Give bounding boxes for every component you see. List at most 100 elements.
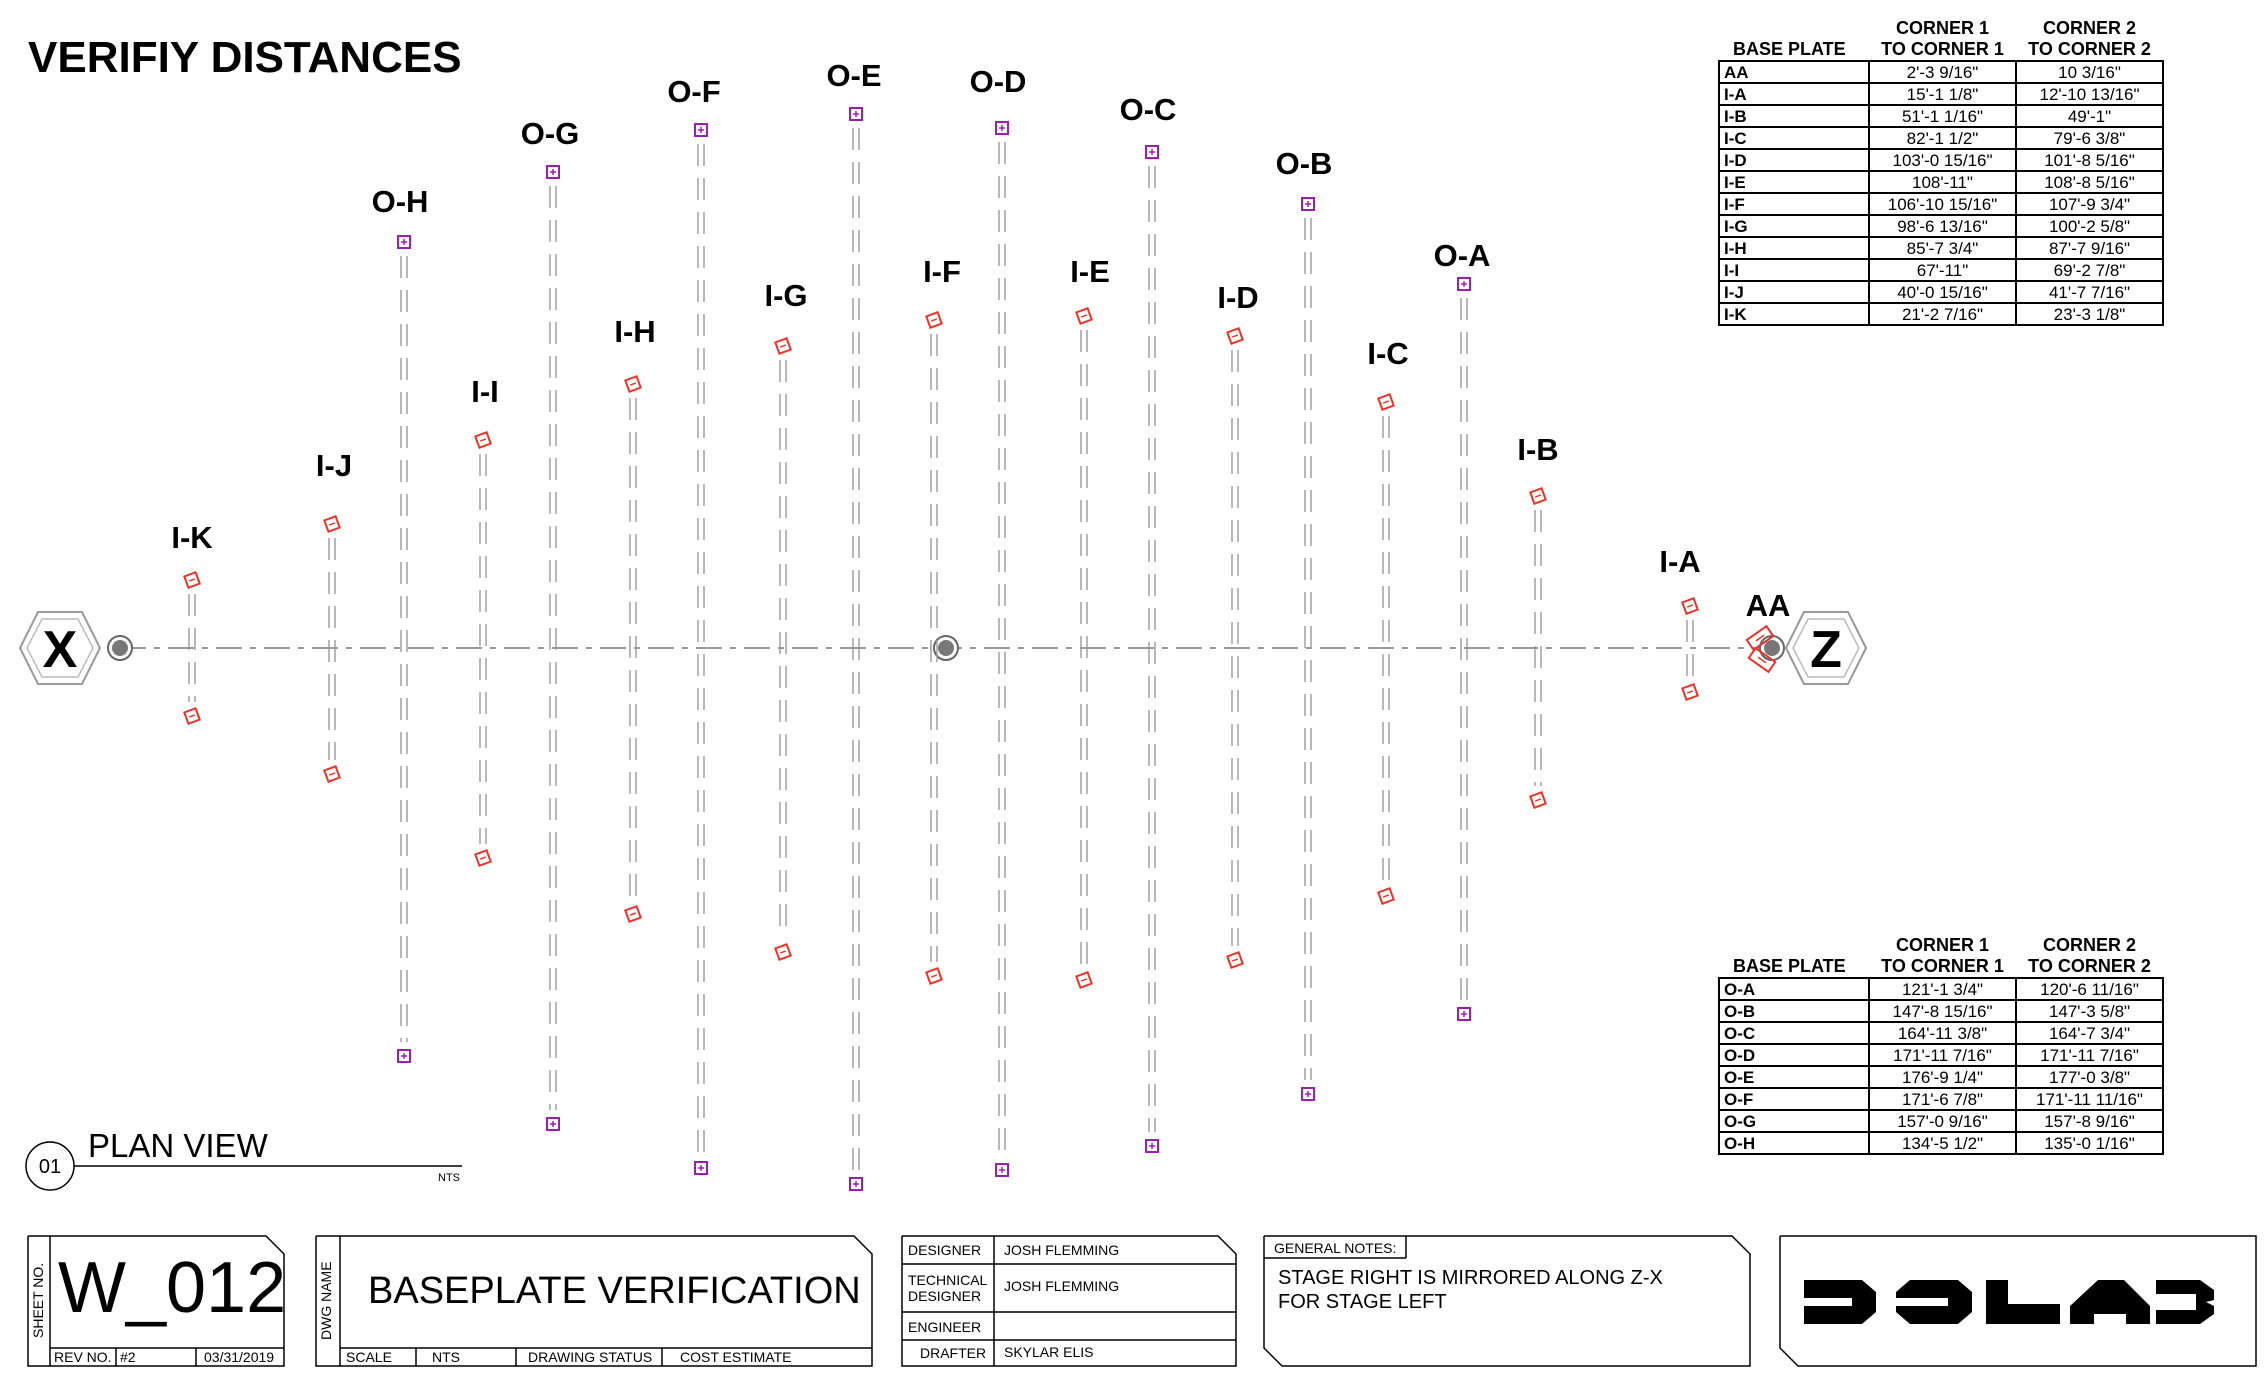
view-title: PLAN VIEW xyxy=(88,1127,269,1164)
outer-plate-o-d-label: O-D xyxy=(970,64,1027,99)
plate-aa-label: AA xyxy=(1746,588,1791,623)
inner-plate-i-k-corner1 xyxy=(183,571,201,589)
outer-table-body: O-A 121'-1 3/4" 120'-6 11/16" O-B 147'-8 15/… xyxy=(1718,977,2164,1155)
marker-z: Z xyxy=(1784,611,1868,685)
outer-plate-o-a: O-A xyxy=(1434,238,1490,1021)
outer-cell-c1: 171'-11 7/16" xyxy=(1868,1043,2017,1067)
outer-cell-plate: O-H xyxy=(1718,1131,1870,1155)
inner-cell-plate: I-D xyxy=(1718,148,1870,172)
inner-plate-i-a-corner2 xyxy=(1681,683,1699,701)
outer-table-row: O-C 164'-11 3/8" 164'-7 3/4" xyxy=(1718,1021,2164,1045)
outer-plate-o-e-label: O-E xyxy=(826,58,881,93)
inner-cell-c1: 98'-6 13/16" xyxy=(1868,214,2017,238)
outer-plate-o-g-corner1 xyxy=(546,165,560,179)
inner-plate-i-g-corner2 xyxy=(774,943,792,961)
inner-cell-plate: I-J xyxy=(1718,280,1870,304)
inner-cell-c1: 106'-10 15/16" xyxy=(1868,192,2017,216)
inner-table-row: I-C 82'-1 1/2" 79'-6 3/8" xyxy=(1718,126,2164,150)
inner-cell-c1: 67'-11" xyxy=(1868,258,2017,282)
inner-plate-i-d-corner2 xyxy=(1226,951,1244,969)
inner-cell-plate: I-I xyxy=(1718,258,1870,282)
inner-plate-i-h-corner1 xyxy=(624,375,642,393)
outer-cell-c2: 120'-6 11/16" xyxy=(2015,977,2164,1001)
outer-cell-plate: O-D xyxy=(1718,1043,1870,1067)
drawing-name: BASEPLATE VERIFICATION xyxy=(368,1270,861,1312)
inner-cell-plate: I-H xyxy=(1718,236,1870,260)
outer-plate-table: BASE PLATE CORNER 1 CORNER 2 TO CORNER 1… xyxy=(1718,935,2164,1155)
technical-designer-label-line1: TECHNICAL xyxy=(908,1272,988,1288)
engineer-label: ENGINEER xyxy=(908,1319,982,1335)
outer-table-row: O-A 121'-1 3/4" 120'-6 11/16" xyxy=(1718,977,2164,1001)
outer-hdr-c2-bottom: TO CORNER 2 xyxy=(2028,956,2151,976)
inner-cell-c2: 107'-9 3/4" xyxy=(2015,192,2164,216)
inner-plate-i-h-corner2 xyxy=(624,905,642,923)
inner-cell-c1: 82'-1 1/2" xyxy=(1868,126,2017,150)
inner-table-row: I-J 40'-0 15/16" 41'-7 7/16" xyxy=(1718,280,2164,304)
outer-plate-o-b-corner1 xyxy=(1301,197,1315,211)
inner-cell-c1: 51'-1 1/16" xyxy=(1868,104,2017,128)
inner-cell-c2: 101'-8 5/16" xyxy=(2015,148,2164,172)
inner-plate-i-h-label: I-H xyxy=(614,314,655,349)
inner-plate-i-c-corner2 xyxy=(1377,887,1395,905)
outer-cell-plate: O-A xyxy=(1718,977,1870,1001)
outer-plate-o-c-corner2 xyxy=(1145,1139,1159,1153)
outer-cell-c1: 147'-8 15/16" xyxy=(1868,999,2017,1023)
outer-cell-plate: O-G xyxy=(1718,1109,1870,1133)
inner-plate-i-i: I-I xyxy=(471,374,499,867)
outer-plate-o-c: O-C xyxy=(1120,92,1177,1153)
outer-plate-o-a-corner2 xyxy=(1457,1007,1471,1021)
inner-plate-i-b-corner2 xyxy=(1529,791,1547,809)
outer-cell-c2: 171'-11 7/16" xyxy=(2015,1043,2164,1067)
outer-plate-o-g: O-G xyxy=(521,116,579,1131)
inner-table-row: I-G 98'-6 13/16" 100'-2 5/8" xyxy=(1718,214,2164,238)
inner-plate-i-f: I-F xyxy=(923,254,961,985)
plates-layer: I-K I-J I-I I-H I-G I-F I-E I-D I-C I-B I-A O-H O-G O… xyxy=(171,58,1701,1191)
inner-cell-c1: 2'-3 9/16" xyxy=(1868,60,2017,84)
inner-plate-i-h: I-H xyxy=(614,314,656,923)
outer-plate-o-c-corner1 xyxy=(1145,145,1159,159)
inner-plate-i-e-label: I-E xyxy=(1070,254,1110,289)
inner-cell-c2: 49'-1" xyxy=(2015,104,2164,128)
outer-plate-o-h-corner2 xyxy=(397,1049,411,1063)
scale-value: NTS xyxy=(432,1349,460,1365)
outer-plate-o-h: O-H xyxy=(372,184,428,1063)
inner-table-row: I-A 15'-1 1/8" 12'-10 13/16" xyxy=(1718,82,2164,106)
inner-table-row: I-I 67'-11" 69'-2 7/8" xyxy=(1718,258,2164,282)
outer-hdr-base-plate: BASE PLATE xyxy=(1733,956,1846,976)
outer-cell-c2: 135'-0 1/16" xyxy=(2015,1131,2164,1155)
inner-plate-i-k-corner2 xyxy=(183,707,201,725)
general-notes-line1: STAGE RIGHT IS MIRRORED ALONG Z-X xyxy=(1278,1267,1663,1289)
outer-plate-o-b-label: O-B xyxy=(1276,146,1333,181)
inner-plate-i-f-corner2 xyxy=(925,967,943,985)
inner-plate-i-e-corner1 xyxy=(1075,307,1093,325)
outer-plate-o-a-corner1 xyxy=(1457,277,1471,291)
inner-cell-c1: 108'-11" xyxy=(1868,170,2017,194)
inner-hdr-base-plate: BASE PLATE xyxy=(1733,39,1846,59)
inner-plate-i-d: I-D xyxy=(1217,280,1259,969)
outer-plate-o-c-label: O-C xyxy=(1120,92,1177,127)
inner-cell-c2: 108'-8 5/16" xyxy=(2015,170,2164,194)
outer-plate-o-e: O-E xyxy=(826,58,882,1191)
inner-plate-i-j-label: I-J xyxy=(316,448,352,483)
outer-plate-o-h-corner1 xyxy=(397,235,411,249)
inner-plate-i-b-label: I-B xyxy=(1517,432,1558,467)
inner-cell-plate: I-K xyxy=(1718,302,1870,326)
axis-node-center xyxy=(933,635,959,661)
outer-cell-c1: 121'-1 3/4" xyxy=(1868,977,2017,1001)
marker-z-label: Z xyxy=(1810,621,1842,679)
outer-table-row: O-F 171'-6 7/8" 171'-11 11/16" xyxy=(1718,1087,2164,1111)
inner-plate-i-f-corner1 xyxy=(925,311,943,329)
inner-table-row: I-F 106'-10 15/16" 107'-9 3/4" xyxy=(1718,192,2164,216)
plate-aa: AA xyxy=(1745,588,1791,674)
inner-plate-i-g: I-G xyxy=(764,278,808,961)
outer-plate-o-f-corner1 xyxy=(694,123,708,137)
inner-table-row: AA 2'-3 9/16" 10 3/16" xyxy=(1718,60,2164,84)
inner-plate-i-a-label: I-A xyxy=(1659,544,1700,579)
designer-value: JOSH FLEMMING xyxy=(1004,1242,1120,1258)
inner-plate-i-d-label: I-D xyxy=(1217,280,1258,315)
outer-hdr-c1-bottom: TO CORNER 1 xyxy=(1881,956,2004,976)
inner-cell-c2: 87'-7 9/16" xyxy=(2015,236,2164,260)
inner-plate-i-k-label: I-K xyxy=(171,520,213,555)
inner-cell-c1: 15'-1 1/8" xyxy=(1868,82,2017,106)
inner-plate-i-a: I-A xyxy=(1659,544,1701,701)
